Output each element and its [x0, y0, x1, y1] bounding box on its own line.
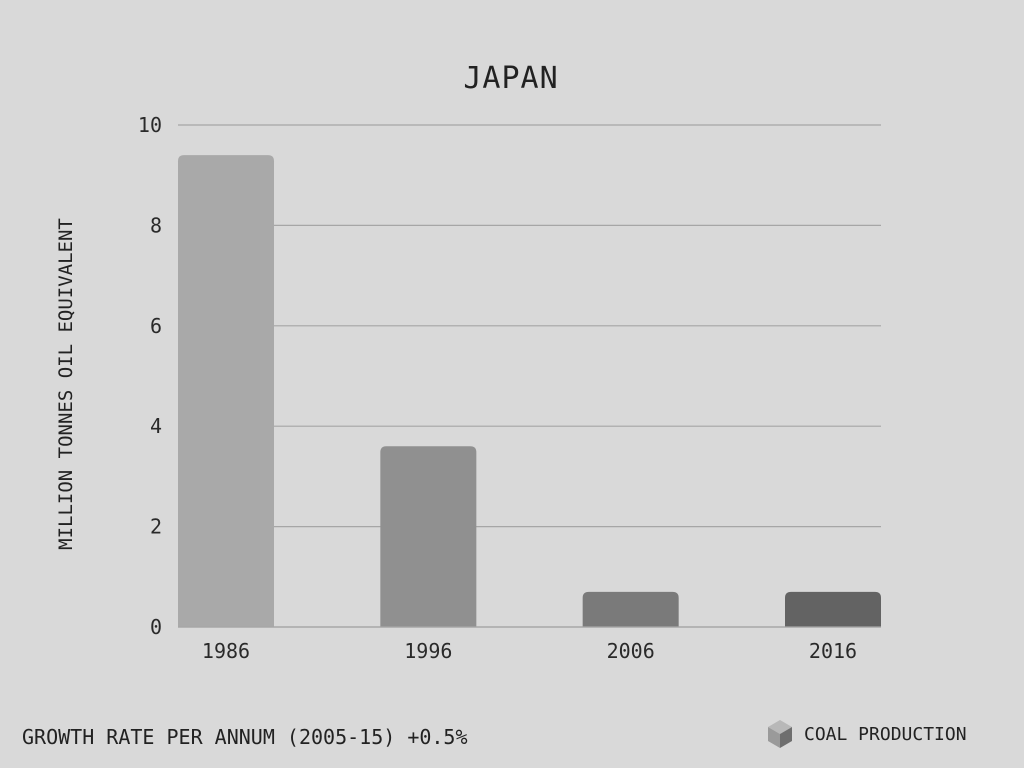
x-tick-label: 1996 [404, 639, 452, 663]
y-tick-labels: 0 2 4 6 8 10 [138, 113, 162, 639]
y-tick-label: 4 [150, 414, 162, 438]
bar-2006 [582, 591, 679, 627]
growth-rate-text: GROWTH RATE PER ANNUM (2005-15) +0.5% [22, 725, 468, 749]
x-tick-labels: 1986 1996 2006 2016 [202, 639, 857, 663]
chart-title: JAPAN [463, 61, 558, 96]
legend-label: COAL PRODUCTION [804, 723, 967, 745]
y-axis-label: MILLION TONNES OIL EQUIVALENT [55, 218, 77, 550]
y-tick-label: 0 [150, 615, 162, 639]
bar-2016 [785, 591, 881, 627]
bar-1996 [380, 446, 477, 627]
x-tick-label: 1986 [202, 639, 250, 663]
legend: COAL PRODUCTION [766, 718, 967, 750]
cube-icon [768, 720, 792, 748]
y-tick-label: 6 [150, 314, 162, 338]
bars [178, 155, 881, 628]
gridlines [178, 124, 881, 628]
x-tick-label: 2006 [607, 639, 655, 663]
x-tick-label: 2016 [809, 639, 857, 663]
y-tick-label: 2 [150, 515, 162, 539]
y-tick-label: 10 [138, 113, 162, 137]
bar-1986 [178, 155, 274, 627]
y-tick-label: 8 [150, 213, 162, 237]
